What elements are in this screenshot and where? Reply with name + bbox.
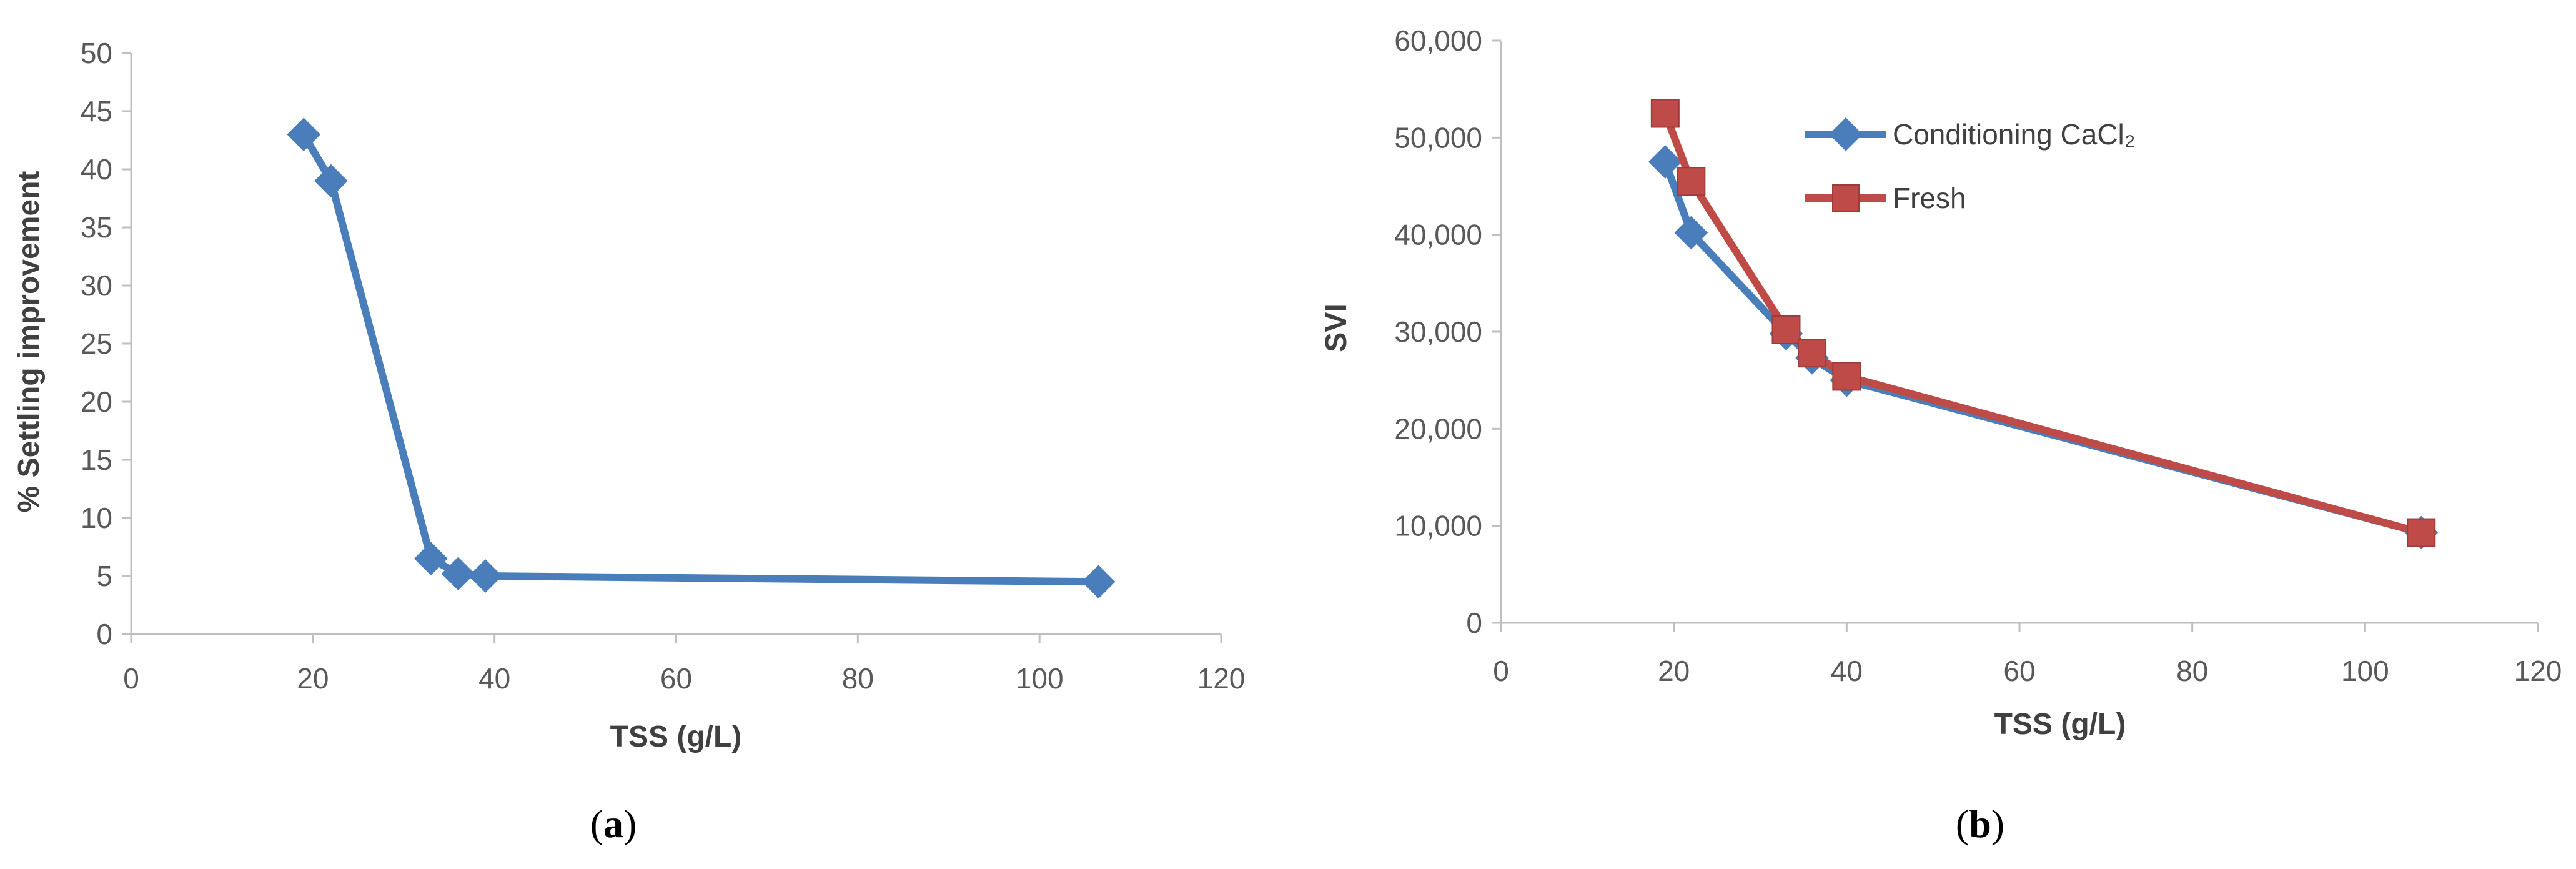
legend-item-fresh: Fresh	[1805, 182, 1966, 214]
chart-b-legend: Conditioning CaCl₂ Fresh	[1805, 117, 2136, 214]
chart-a-axes	[122, 52, 1222, 643]
data-point-diamond	[314, 164, 348, 198]
chart-a-panel-label: (a)	[590, 802, 637, 846]
chart-b-ticks: 0 10,000 20,000 30,000 40,000 50,000 60,000 0 20…	[1394, 24, 2562, 687]
x-tick-label: 80	[2176, 655, 2208, 687]
y-tick-label: 45	[81, 95, 112, 127]
data-point-square	[1798, 339, 1826, 368]
x-tick-label: 60	[660, 662, 692, 695]
legend-item-conditioning: Conditioning CaCl₂	[1805, 117, 2136, 151]
x-tick-label: 40	[1831, 655, 1863, 687]
data-point-diamond	[414, 542, 448, 575]
chart-a-ticks: 0 5 10 15 20 25 30 35 40 45 50 0 20 40 60 80 100 120	[81, 37, 1246, 695]
y-tick-label: 10	[81, 502, 112, 534]
x-tick-label: 100	[2341, 655, 2389, 687]
chart-a-y-axis-title: % Settling improvement	[12, 171, 46, 513]
chart-a-panel-letter: a	[603, 802, 623, 846]
x-tick-label: 60	[2003, 655, 2035, 687]
data-point-square	[2407, 518, 2436, 547]
chart-b-panel-label: (b)	[1956, 802, 2004, 846]
x-tick-label: 100	[1016, 662, 1064, 695]
y-tick-label: 15	[81, 444, 112, 476]
y-tick-label: 35	[81, 211, 112, 244]
x-tick-label: 20	[297, 662, 329, 695]
y-tick-label: 50	[81, 37, 112, 69]
chart-a: 0 5 10 15 20 25 30 35 40 45 50 0 20 40 60 80 100 120 TSS …	[12, 37, 1245, 846]
chart-b-axes	[1492, 39, 2539, 632]
y-tick-label: 50,000	[1394, 121, 1482, 154]
x-tick-label: 80	[842, 662, 874, 695]
series-line-0	[1662, 161, 2422, 537]
legend-label-conditioning: Conditioning CaCl₂	[1893, 118, 2136, 151]
chart-a-series	[287, 117, 1116, 599]
y-tick-label: 60,000	[1394, 24, 1482, 57]
y-tick-label: 20	[81, 385, 112, 418]
y-tick-label: 30	[81, 269, 112, 302]
data-point-diamond	[1081, 565, 1116, 599]
legend-marker-diamond	[1829, 117, 1863, 151]
data-point-square	[1650, 99, 1680, 128]
x-tick-label: 120	[1197, 662, 1246, 695]
x-tick-label: 0	[1493, 655, 1509, 687]
data-point-diamond	[468, 559, 502, 593]
y-tick-label: 40,000	[1394, 219, 1482, 251]
y-tick-label: 0	[96, 618, 112, 650]
chart-b-x-axis-title: TSS (g/L)	[1994, 708, 2126, 741]
data-point-diamond	[287, 117, 321, 152]
x-tick-label: 0	[123, 662, 139, 695]
chart-b: 0 10,000 20,000 30,000 40,000 50,000 60,000 0 20…	[1320, 24, 2562, 846]
x-tick-label: 20	[1658, 655, 1690, 687]
chart-a-x-axis-title: TSS (g/L)	[610, 720, 742, 753]
y-tick-label: 25	[81, 327, 112, 360]
chart-b-panel-letter: b	[1969, 802, 1991, 846]
y-tick-label: 5	[96, 560, 112, 592]
data-point-diamond	[441, 557, 475, 591]
series-line-0	[300, 132, 1099, 586]
y-tick-label: 10,000	[1394, 510, 1482, 542]
y-tick-label: 30,000	[1394, 315, 1482, 348]
chart-b-y-axis-title: SVI	[1320, 304, 1353, 352]
y-tick-label: 40	[81, 153, 112, 186]
y-tick-label: 0	[1466, 607, 1482, 639]
data-point-square	[1677, 167, 1706, 196]
x-tick-label: 40	[478, 662, 510, 695]
legend-marker-square	[1832, 184, 1860, 212]
data-point-square	[1832, 362, 1861, 391]
chart-b-series	[1648, 99, 2439, 550]
x-tick-label: 120	[2514, 655, 2562, 687]
legend-label-fresh: Fresh	[1893, 182, 1966, 214]
data-point-square	[1771, 315, 1801, 344]
y-tick-label: 20,000	[1394, 412, 1482, 445]
